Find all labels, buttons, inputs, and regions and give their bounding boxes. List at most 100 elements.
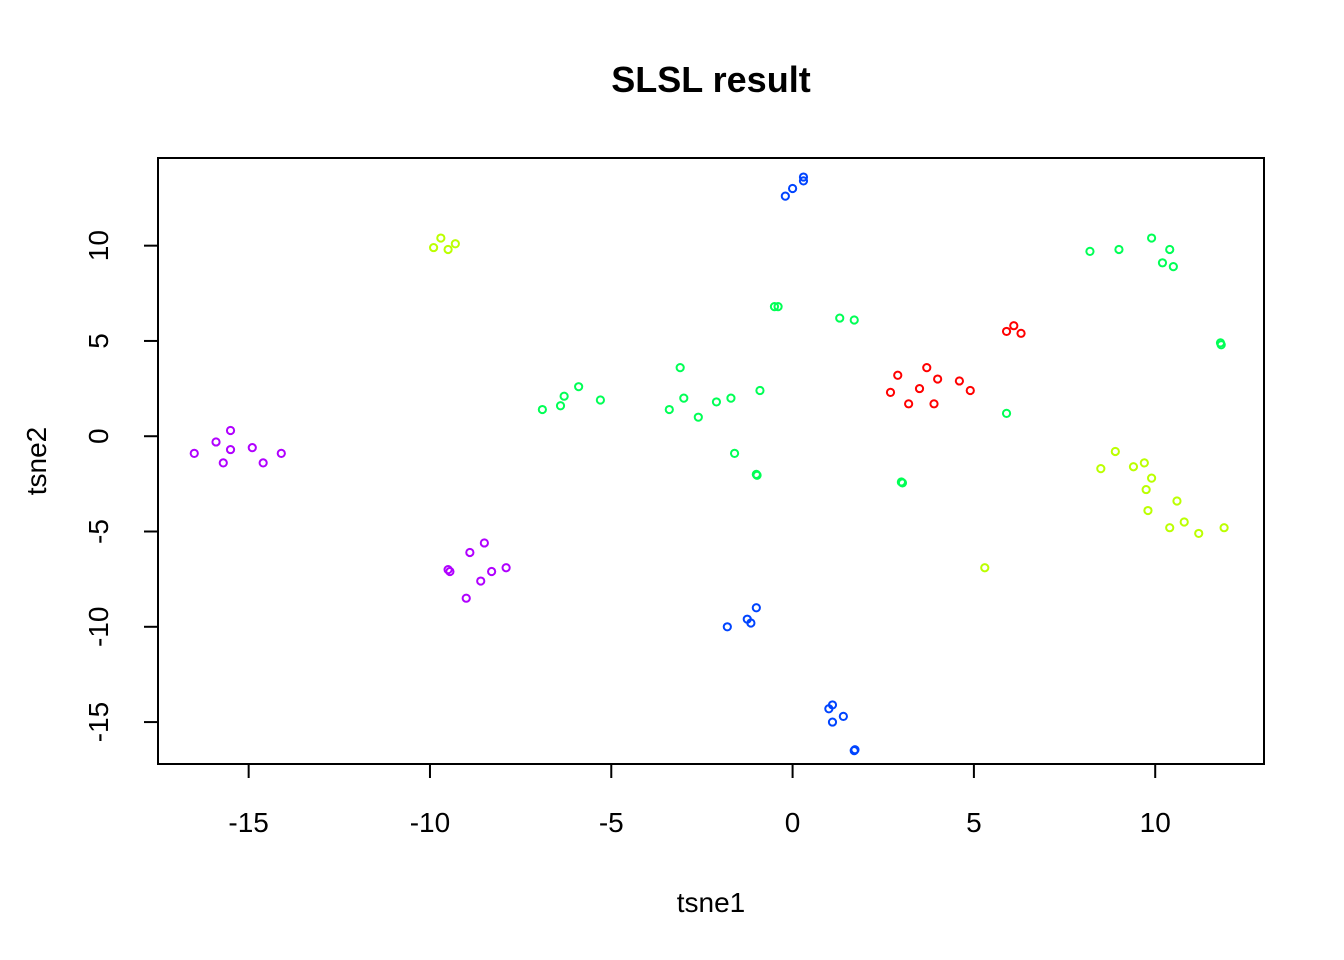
data-point — [780, 191, 790, 201]
data-point — [838, 711, 848, 721]
data-point — [897, 478, 908, 488]
data-point — [1179, 517, 1189, 527]
data-point — [276, 448, 286, 458]
y-axis-label: tsne2 — [21, 427, 52, 496]
data-point — [1165, 523, 1175, 533]
data-point — [465, 547, 475, 558]
data-point — [1110, 446, 1120, 457]
x-tick-label: 0 — [785, 807, 801, 838]
data-point — [574, 382, 584, 392]
data-point — [965, 385, 975, 396]
x-axis: -15 -10 -5 0 5 10 — [228, 763, 1171, 838]
data-point — [929, 399, 939, 409]
data-point — [752, 470, 762, 480]
data-point — [1009, 321, 1019, 331]
x-tick-label: -15 — [228, 807, 268, 838]
data-point — [1001, 408, 1012, 418]
data-point — [436, 233, 446, 243]
data-point — [461, 593, 471, 603]
data-point — [1143, 505, 1153, 516]
x-tick-label: -10 — [410, 807, 450, 838]
data-point — [555, 401, 566, 411]
x-tick-label: 10 — [1140, 807, 1171, 838]
data-point — [1165, 244, 1175, 255]
data-point — [445, 566, 455, 577]
y-tick-label: -10 — [83, 607, 114, 647]
data-point — [1096, 464, 1106, 474]
data-point — [1157, 258, 1168, 268]
data-point — [922, 363, 932, 373]
plot-frame — [157, 157, 1265, 765]
data-point — [476, 576, 486, 586]
data-point — [980, 563, 990, 573]
x-axis-label: tsne1 — [677, 887, 746, 918]
data-point — [751, 603, 761, 613]
data-point — [1001, 326, 1012, 337]
data-point — [189, 448, 199, 458]
data-point — [769, 302, 780, 312]
data-point — [450, 239, 460, 249]
data-point — [722, 622, 732, 632]
y-tick-label: 0 — [83, 428, 114, 444]
data-point — [798, 172, 809, 182]
data-point — [954, 376, 964, 386]
data-point — [679, 393, 689, 403]
data-point — [258, 458, 268, 468]
y-axis: -15 -10 -5 0 5 10 — [83, 230, 159, 742]
data-point — [1172, 496, 1182, 506]
y-tick-label: -5 — [83, 519, 114, 544]
data-point — [787, 183, 798, 194]
data-point — [1146, 233, 1157, 243]
data-point — [443, 244, 453, 255]
y-tick-label: -15 — [83, 702, 114, 742]
data-point — [1146, 473, 1157, 483]
y-tick-label: 5 — [83, 333, 114, 349]
data-point — [1219, 523, 1229, 533]
data-point — [211, 437, 221, 447]
data-point — [675, 363, 685, 373]
data-point — [664, 404, 674, 415]
data-point — [849, 315, 859, 325]
chart-title: SLSL result — [611, 59, 810, 100]
data-point — [893, 370, 903, 380]
data-point — [755, 385, 765, 396]
data-point — [1139, 458, 1149, 468]
data-point — [218, 458, 228, 468]
data-point — [904, 399, 914, 409]
y-tick-label: 10 — [83, 230, 114, 261]
data-point — [726, 393, 736, 403]
data-point — [693, 412, 703, 422]
data-point — [559, 391, 569, 401]
data-point — [885, 387, 896, 397]
data-point — [827, 717, 838, 727]
data-point — [428, 242, 439, 253]
data-point — [225, 444, 236, 455]
data-point — [729, 448, 740, 458]
data-point — [595, 395, 606, 405]
data-point — [773, 302, 783, 312]
data-point — [487, 566, 497, 577]
data-point — [247, 443, 257, 453]
data-point — [746, 618, 756, 628]
data-point — [501, 563, 511, 573]
data-point — [1114, 244, 1124, 255]
data-point — [537, 404, 547, 415]
data-point — [835, 313, 845, 323]
data-point — [1128, 462, 1139, 472]
data-point — [850, 745, 860, 755]
data-point — [933, 374, 943, 384]
data-point — [1216, 340, 1226, 350]
x-tick-label: 5 — [966, 807, 982, 838]
data-point — [1141, 484, 1151, 495]
data-point — [1016, 328, 1026, 338]
data-points — [189, 172, 1229, 756]
data-point — [798, 176, 809, 186]
data-point — [1194, 528, 1204, 539]
data-point — [827, 700, 838, 710]
x-tick-label: -5 — [599, 807, 624, 838]
data-point — [1168, 262, 1178, 272]
data-point — [711, 397, 722, 407]
data-point — [443, 565, 453, 575]
data-point — [479, 538, 489, 548]
data-point — [225, 425, 236, 436]
